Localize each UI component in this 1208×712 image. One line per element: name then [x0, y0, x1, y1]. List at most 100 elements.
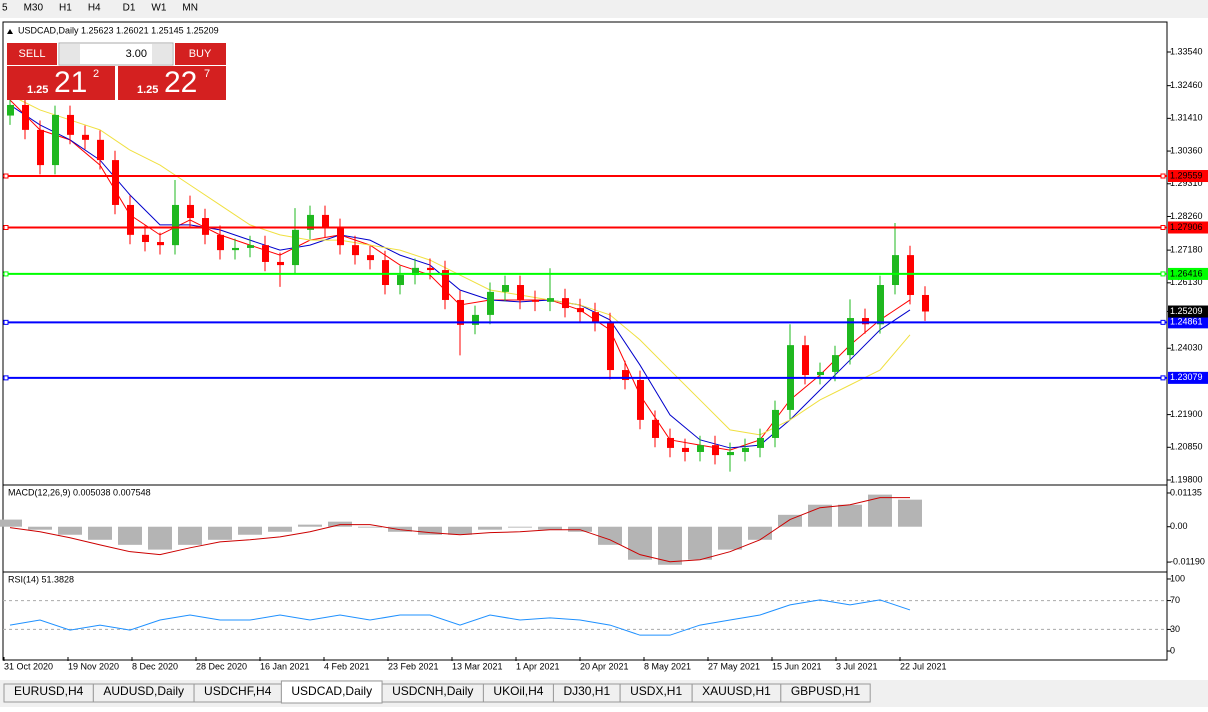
line-handle — [1160, 271, 1166, 277]
x-tick-label: 19 Nov 2020 — [68, 661, 119, 671]
lots-up[interactable] — [152, 44, 172, 64]
panel-title: MACD(12,26,9) 0.005038 0.007548 — [8, 487, 151, 497]
macd-bar — [298, 524, 322, 527]
x-tick-label: 16 Jan 2021 — [260, 661, 310, 671]
candle-body — [772, 409, 779, 438]
x-tick-label: 13 Mar 2021 — [452, 661, 503, 671]
candle-body — [142, 234, 149, 243]
macd-bar — [448, 526, 472, 535]
candle-body — [727, 451, 734, 456]
macd-bar — [778, 514, 802, 527]
lots-down[interactable] — [60, 44, 80, 64]
macd-bar — [748, 526, 772, 540]
macd-bar — [58, 526, 82, 535]
candle-body — [52, 114, 59, 166]
x-tick-label: 27 May 2021 — [708, 661, 760, 671]
price-tag — [1168, 267, 1208, 280]
timeframe-button[interactable]: W1 — [151, 3, 166, 14]
candle-body — [367, 255, 374, 261]
candle-body — [112, 160, 119, 205]
line-handle — [3, 173, 9, 179]
candle-body — [457, 299, 464, 325]
buy-label[interactable]: BUY — [189, 48, 212, 60]
chart-frame — [2, 21, 1168, 661]
line-handle — [3, 319, 9, 325]
macd-bar — [898, 499, 922, 527]
x-tick-label: 22 Jul 2021 — [900, 661, 947, 671]
macd-bar — [598, 526, 622, 545]
tab-label[interactable]: DJ30,H1 — [563, 684, 610, 698]
tab-label[interactable]: UKOil,H4 — [493, 684, 543, 698]
candle-body — [832, 355, 839, 372]
candle-body — [7, 104, 14, 116]
sell-button[interactable] — [7, 43, 57, 65]
line-handle — [3, 271, 9, 277]
candle-body — [412, 267, 419, 276]
tab-label[interactable]: XAUUSD,H1 — [702, 684, 771, 698]
candle-body — [337, 228, 344, 246]
tab-label[interactable]: USDX,H1 — [630, 684, 682, 698]
timeframe-button[interactable]: H4 — [88, 3, 101, 14]
candle-body — [97, 139, 104, 161]
buy-price-box[interactable] — [118, 66, 226, 100]
timeframe-button[interactable]: D1 — [123, 3, 136, 14]
y-tick-label: 1.24030 — [1170, 343, 1203, 353]
candle-body — [187, 204, 194, 219]
candle-body — [547, 298, 554, 302]
candle-body — [502, 285, 509, 292]
tab-label[interactable]: AUDUSD,Daily — [103, 684, 184, 698]
macd-bar — [358, 526, 382, 528]
candle-body — [427, 267, 434, 271]
sell-label[interactable]: SELL — [19, 48, 46, 60]
candle-body — [307, 214, 314, 230]
y-tick-label: 0 — [1170, 645, 1175, 655]
title-arrow — [7, 29, 13, 34]
x-tick-label: 3 Jul 2021 — [836, 661, 878, 671]
timeframe-button[interactable]: MN — [182, 3, 198, 14]
y-tick-label: 0.01135 — [1170, 487, 1202, 497]
candle-body — [232, 247, 239, 251]
y-tick-label: 0.00 — [1170, 521, 1188, 531]
candle-body — [682, 447, 689, 452]
candle-body — [217, 234, 224, 251]
candle-body — [592, 312, 599, 323]
tab-label[interactable]: GBPUSD,H1 — [791, 684, 861, 698]
y-tick-label: 1.21900 — [1170, 409, 1203, 419]
macd-bar — [838, 504, 862, 527]
y-tick-label: 1.33540 — [1170, 46, 1203, 56]
lots-input[interactable] — [58, 42, 174, 66]
x-tick-label: 4 Feb 2021 — [324, 661, 370, 671]
price-prefix: 1.25 — [137, 84, 158, 96]
price-small: 2 — [93, 68, 99, 80]
panel-title: RSI(14) 51.3828 — [8, 574, 74, 584]
tab-label[interactable]: USDCNH,Daily — [392, 684, 473, 698]
y-tick-label: 1.31410 — [1170, 113, 1203, 123]
timeframe-button[interactable]: 5 — [2, 3, 8, 14]
macd-bar — [118, 526, 142, 545]
signal-line — [9, 497, 910, 563]
candle-body — [247, 245, 254, 248]
price-tag-label: 1.23079 — [1170, 372, 1203, 382]
x-tick-label: 20 Apr 2021 — [580, 661, 629, 671]
timeframe-button[interactable]: H1 — [59, 3, 72, 14]
macd-bar — [658, 526, 682, 565]
macd-bar — [178, 526, 202, 545]
price-tag-label: 1.29559 — [1170, 170, 1203, 180]
buy-button[interactable] — [175, 43, 226, 65]
tab[interactable] — [780, 683, 871, 703]
lots-value[interactable]: 3.00 — [126, 48, 147, 60]
macd-bar — [148, 526, 172, 550]
sell-price-box[interactable] — [7, 66, 115, 100]
rsi-line — [9, 599, 911, 636]
macd-bar — [478, 526, 502, 530]
timeframe-button[interactable]: M30 — [24, 3, 44, 14]
tab-label[interactable]: USDCAD,Daily — [291, 684, 372, 698]
macd-bar — [238, 526, 262, 535]
price-tag — [1168, 305, 1208, 318]
candle-body — [817, 371, 824, 376]
x-tick-label: 8 Dec 2020 — [132, 661, 178, 671]
tab-label[interactable]: EURUSD,H4 — [14, 684, 84, 698]
tab-label[interactable]: USDCHF,H4 — [204, 684, 272, 698]
candle-body — [202, 218, 209, 235]
